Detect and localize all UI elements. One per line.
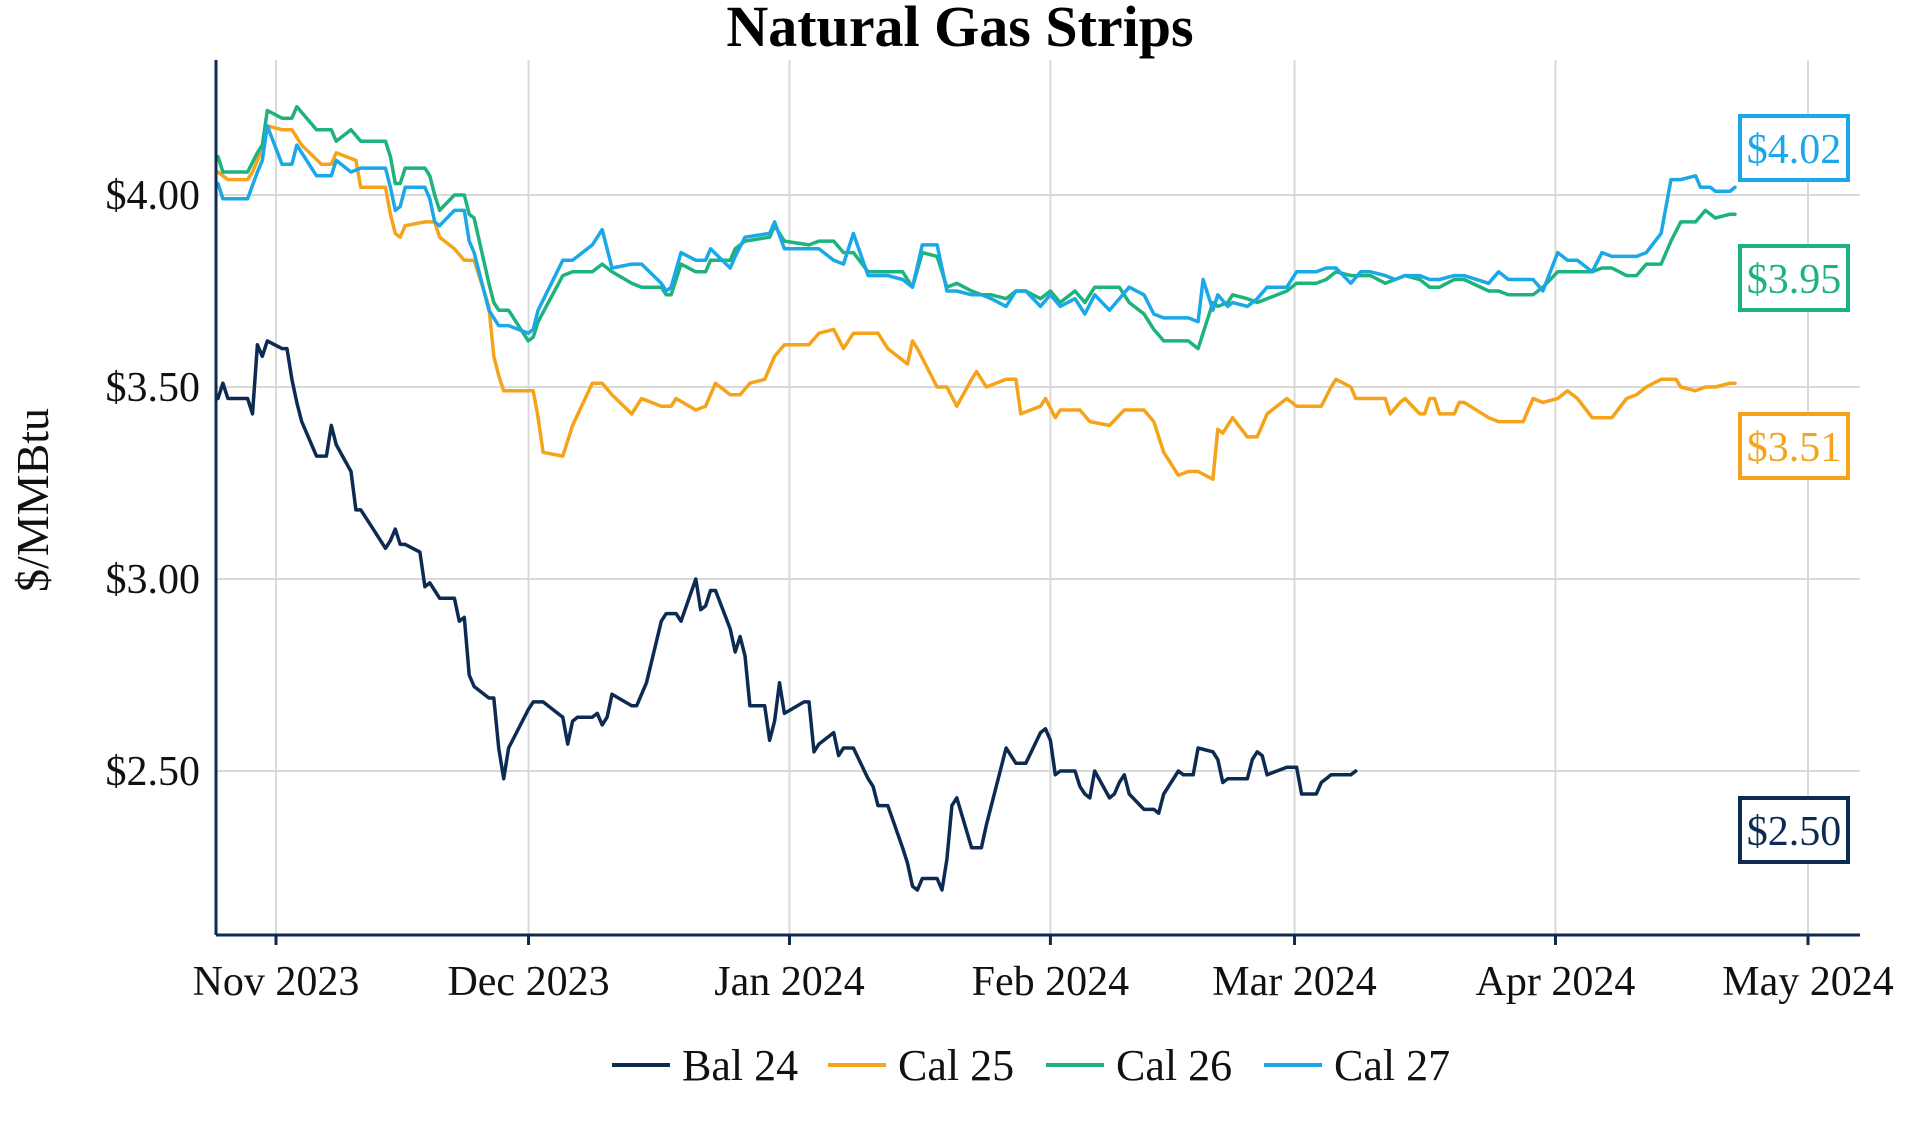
series-line-cal-27 xyxy=(216,124,1737,335)
legend-item-cal-25: Cal 25 xyxy=(828,1041,1014,1090)
end-value-labels: $2.50 $3.51 $3.95 $4.02 xyxy=(1738,114,1850,864)
svg-text:$2.50: $2.50 xyxy=(1747,809,1842,855)
y-axis-title: $/MMBtu xyxy=(7,408,58,592)
legend-item-cal-26: Cal 26 xyxy=(1046,1041,1232,1090)
x-tick-label: Feb 2024 xyxy=(972,959,1130,1005)
svg-text:Bal 24: Bal 24 xyxy=(682,1041,798,1090)
svg-text:Cal 26: Cal 26 xyxy=(1116,1041,1232,1090)
series-line-cal-25 xyxy=(216,124,1737,481)
series-lines xyxy=(216,104,1737,892)
y-tick-label: $4.00 xyxy=(106,173,201,219)
svg-text:$3.95: $3.95 xyxy=(1747,257,1842,303)
x-tick-label: Nov 2023 xyxy=(193,959,360,1005)
tick-labels: $2.50 $3.00 $3.50 $4.00 Nov 2023 Dec 2023 Jan … xyxy=(106,173,1894,1005)
y-tick-label: $2.50 xyxy=(106,749,201,795)
end-label-cal-26: $3.95 xyxy=(1738,244,1850,312)
svg-text:$3.51: $3.51 xyxy=(1747,425,1842,471)
chart-title: Natural Gas Strips xyxy=(726,0,1193,59)
x-tick-label: May 2024 xyxy=(1722,959,1894,1005)
gridlines xyxy=(216,60,1860,935)
end-label-cal-25: $3.51 xyxy=(1738,412,1850,480)
svg-text:Cal 27: Cal 27 xyxy=(1334,1041,1450,1090)
axes xyxy=(214,60,1860,945)
end-label-bal-24: $2.50 xyxy=(1738,796,1850,864)
svg-text:Cal 25: Cal 25 xyxy=(898,1041,1014,1090)
legend: Bal 24 Cal 25 Cal 26 Cal 27 xyxy=(612,1041,1450,1090)
legend-item-bal-24: Bal 24 xyxy=(612,1041,798,1090)
y-tick-label: $3.00 xyxy=(106,557,201,603)
series-line-cal-26 xyxy=(216,104,1737,351)
end-label-cal-27: $4.02 xyxy=(1738,114,1850,182)
legend-item-cal-27: Cal 27 xyxy=(1264,1041,1450,1090)
svg-text:$4.02: $4.02 xyxy=(1747,127,1842,173)
x-tick-label: Apr 2024 xyxy=(1476,959,1636,1005)
series-line-bal-24 xyxy=(216,339,1358,892)
y-tick-label: $3.50 xyxy=(106,365,201,411)
x-tick-label: Dec 2023 xyxy=(447,959,609,1005)
x-tick-label: Mar 2024 xyxy=(1212,959,1376,1005)
x-tick-label: Jan 2024 xyxy=(714,959,865,1005)
